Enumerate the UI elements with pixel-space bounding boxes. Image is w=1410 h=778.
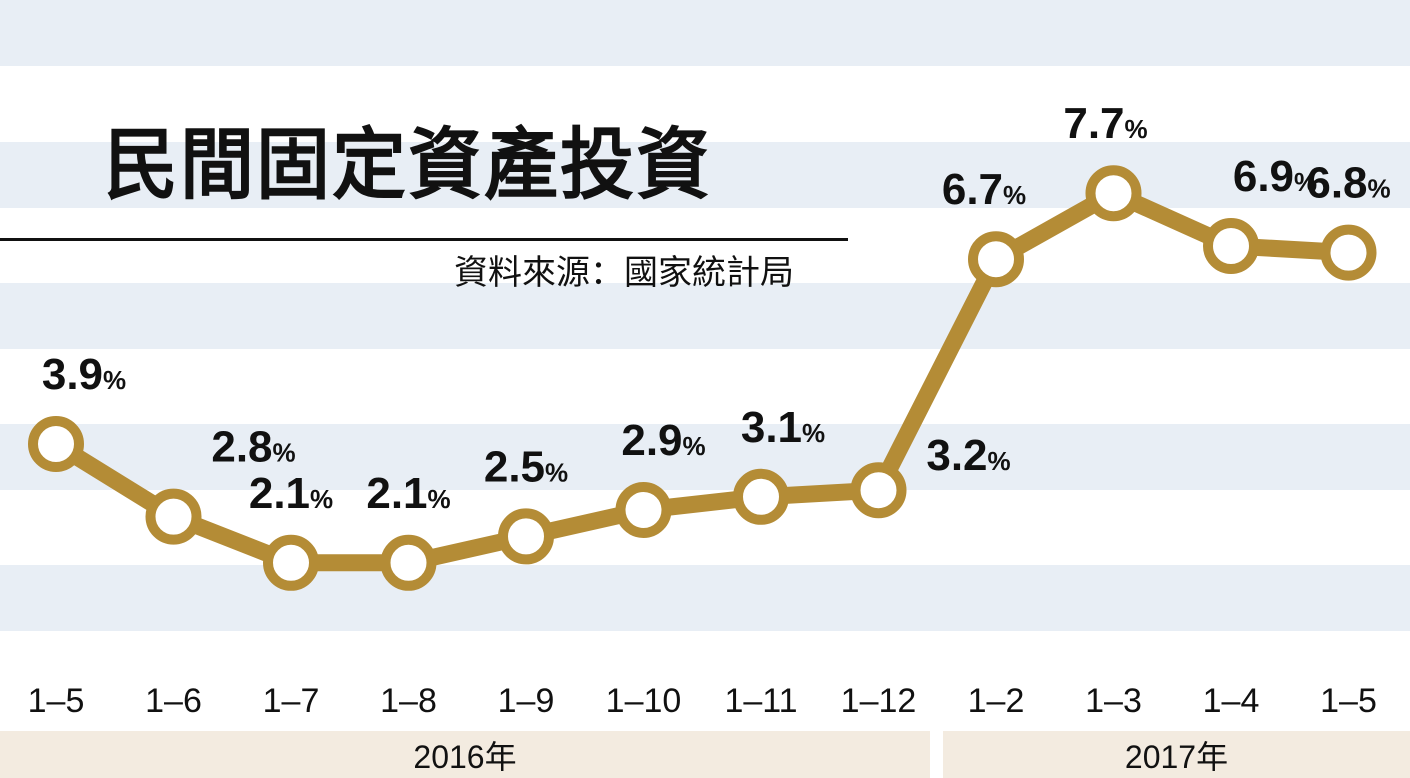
x-tick-label: 1–12 [841, 682, 917, 720]
data-label: 7.7% [1063, 99, 1147, 148]
data-label: 2.1% [366, 469, 450, 518]
data-label-value: 7.7 [1063, 99, 1124, 148]
data-label-unit: % [802, 418, 825, 448]
data-label-unit: % [1125, 114, 1148, 144]
data-label: 3.2% [926, 431, 1010, 480]
x-tick-label: 1–5 [28, 682, 85, 720]
data-point [263, 534, 319, 591]
year-label-2016: 2016年 [0, 731, 930, 778]
data-point [968, 231, 1024, 288]
grid-stripe [0, 142, 1410, 208]
data-label-unit: % [310, 484, 333, 514]
data-label-value: 3.1 [741, 403, 802, 452]
data-label-unit: % [428, 484, 451, 514]
x-tick-label: 1–7 [263, 682, 320, 720]
data-label-unit: % [273, 438, 296, 468]
grid-stripe [0, 0, 1410, 66]
data-point [498, 508, 554, 565]
x-tick-label: 1–8 [380, 682, 437, 720]
x-tick-label: 1–10 [606, 682, 682, 720]
data-label-value: 6.7 [942, 165, 1003, 214]
year-label-2017: 2017年 [943, 731, 1410, 778]
data-label-unit: % [103, 365, 126, 395]
data-point [615, 482, 672, 538]
x-tick-label: 1–3 [1085, 682, 1142, 720]
x-tick-label: 1–9 [498, 682, 555, 720]
data-label-value: 3.2 [926, 431, 987, 480]
x-tick-label: 1–4 [1203, 682, 1260, 720]
grid-stripe [0, 424, 1410, 490]
x-tick-label: 1–5 [1320, 682, 1377, 720]
data-point [145, 488, 202, 545]
data-label-value: 6.9 [1233, 152, 1294, 201]
data-label-value: 2.1 [249, 469, 310, 518]
data-label: 3.9% [42, 350, 126, 399]
data-label: 6.7% [942, 165, 1026, 214]
data-point [380, 534, 437, 591]
grid-stripe [0, 283, 1410, 349]
x-tick-label: 1–11 [724, 682, 797, 720]
chart-title: 民間固定資產投資 [104, 119, 712, 211]
data-label-unit: % [683, 431, 706, 461]
title-divider [0, 238, 848, 241]
x-tick-label: 1–2 [968, 682, 1025, 720]
data-point [850, 462, 907, 519]
data-label-value: 2.9 [621, 416, 682, 465]
data-point [1320, 224, 1377, 281]
data-label: 2.5% [484, 442, 568, 491]
data-label-unit: % [1003, 180, 1026, 210]
data-label-unit: % [1368, 174, 1391, 204]
data-label: 2.1% [249, 469, 333, 518]
data-label: 6.8% [1306, 159, 1390, 208]
data-label: 2.9% [621, 416, 705, 465]
data-label-unit: % [545, 457, 568, 487]
data-label-value: 2.5 [484, 442, 545, 491]
x-tick-label: 1–6 [145, 682, 202, 720]
grid-stripe [0, 565, 1410, 631]
data-label-value: 2.1 [366, 469, 427, 518]
data-label-value: 6.8 [1306, 159, 1367, 208]
data-label: 3.1% [741, 403, 825, 452]
data-label: 2.8% [211, 423, 295, 472]
data-label-value: 3.9 [42, 350, 103, 399]
data-point [1085, 165, 1142, 222]
data-label-unit: % [988, 446, 1011, 476]
source-note: 資料來源：國家統計局 [454, 253, 794, 293]
data-point [1203, 218, 1259, 274]
data-point [28, 416, 84, 472]
data-label: 6.9% [1233, 152, 1317, 201]
data-label-unit: % [1294, 167, 1317, 197]
data-label-value: 2.8 [211, 423, 272, 472]
data-point [733, 468, 789, 525]
